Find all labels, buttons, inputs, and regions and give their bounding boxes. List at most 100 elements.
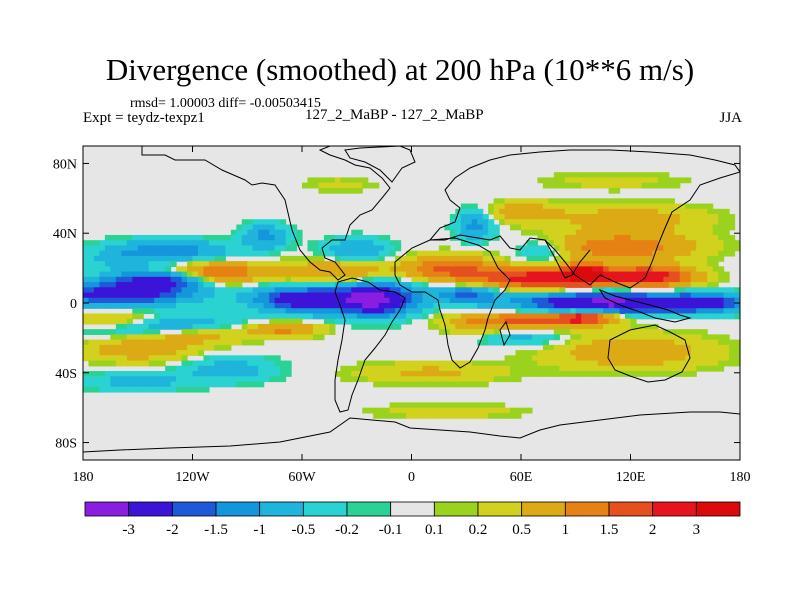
field-cell — [646, 214, 653, 220]
field-cell — [148, 303, 155, 309]
field-cell — [236, 292, 243, 299]
field-cell — [291, 282, 298, 288]
field-cell — [701, 234, 708, 241]
field-cell — [154, 381, 161, 388]
field-cell — [438, 303, 445, 309]
field-cell — [285, 261, 292, 267]
field-cell — [187, 261, 194, 267]
field-cell — [657, 255, 664, 262]
field-cell — [493, 297, 500, 304]
field-cell — [449, 371, 456, 377]
field-cell — [559, 323, 566, 330]
field-cell — [449, 224, 456, 231]
field-cell — [329, 187, 336, 194]
field-cell — [400, 261, 407, 267]
field-cell — [143, 234, 150, 241]
field-cell — [696, 240, 703, 247]
field-cell — [679, 339, 686, 346]
field-cell — [219, 255, 226, 262]
field-cell — [504, 219, 511, 226]
field-cell — [307, 308, 314, 315]
field-cell — [241, 229, 248, 236]
field-cell — [674, 234, 681, 241]
field-cell — [652, 371, 659, 377]
field-cell — [521, 250, 528, 257]
field-cell — [608, 214, 615, 220]
field-cell — [553, 313, 560, 320]
field-cell — [614, 240, 621, 247]
field-cell — [307, 313, 314, 320]
field-cell — [83, 255, 90, 262]
field-cell — [652, 245, 659, 252]
field-cell — [159, 381, 166, 388]
field-cell — [208, 313, 215, 320]
field-cell — [192, 266, 199, 273]
field-cell — [132, 313, 139, 320]
x-tick-label: 60W — [288, 470, 316, 485]
field-cell — [466, 208, 473, 215]
field-cell — [406, 266, 413, 273]
field-cell — [646, 297, 653, 304]
field-cell — [504, 318, 511, 325]
field-cell — [542, 177, 549, 184]
field-cell — [482, 339, 489, 346]
field-cell — [515, 334, 522, 341]
field-cell — [449, 407, 456, 414]
field-cell — [269, 360, 276, 367]
field-cell — [307, 297, 314, 304]
field-cell — [121, 355, 128, 362]
field-cell — [657, 313, 664, 320]
field-cell — [170, 334, 177, 341]
field-cell — [723, 229, 730, 236]
field-cell — [575, 344, 582, 351]
field-cell — [674, 308, 681, 315]
field-cell — [203, 308, 210, 315]
field-cell — [192, 350, 199, 356]
field-cell — [400, 271, 407, 278]
field-cell — [488, 360, 495, 367]
field-cell — [340, 271, 347, 278]
field-cell — [581, 219, 588, 226]
field-cell — [581, 303, 588, 309]
field-cell — [592, 203, 599, 210]
field-cell — [318, 308, 325, 315]
field-cell — [521, 350, 528, 356]
field-cell — [553, 287, 560, 294]
field-cell — [154, 308, 161, 315]
field-cell — [395, 245, 402, 252]
field-cell — [646, 365, 653, 372]
field-cell — [614, 334, 621, 341]
field-cell — [126, 271, 133, 278]
field-cell — [356, 318, 363, 325]
field-cell — [592, 224, 599, 231]
field-cell — [269, 276, 276, 283]
field-cell — [170, 376, 177, 383]
field-cell — [132, 266, 139, 273]
field-cell — [614, 250, 621, 257]
field-cell — [570, 355, 577, 362]
field-cell — [608, 365, 615, 372]
field-cell — [504, 371, 511, 377]
field-cell — [285, 255, 292, 262]
field-cell — [269, 303, 276, 309]
field-cell — [542, 360, 549, 367]
field-cell — [581, 234, 588, 241]
field-cell — [734, 344, 740, 351]
field-cell — [729, 313, 736, 320]
field-cell — [208, 329, 215, 335]
field-cell — [263, 313, 270, 320]
field-cell — [696, 329, 703, 335]
field-cell — [187, 292, 194, 299]
field-cell — [586, 182, 593, 189]
field-cell — [176, 292, 183, 299]
field-cell — [674, 313, 681, 320]
colorbar-swatch — [695, 501, 741, 517]
field-cell — [269, 282, 276, 288]
field-cell — [323, 271, 330, 278]
field-cell — [170, 355, 177, 362]
field-cell — [165, 350, 172, 356]
field-cell — [236, 360, 243, 367]
field-cell — [438, 276, 445, 283]
field-cell — [373, 266, 380, 273]
field-cell — [137, 271, 144, 278]
